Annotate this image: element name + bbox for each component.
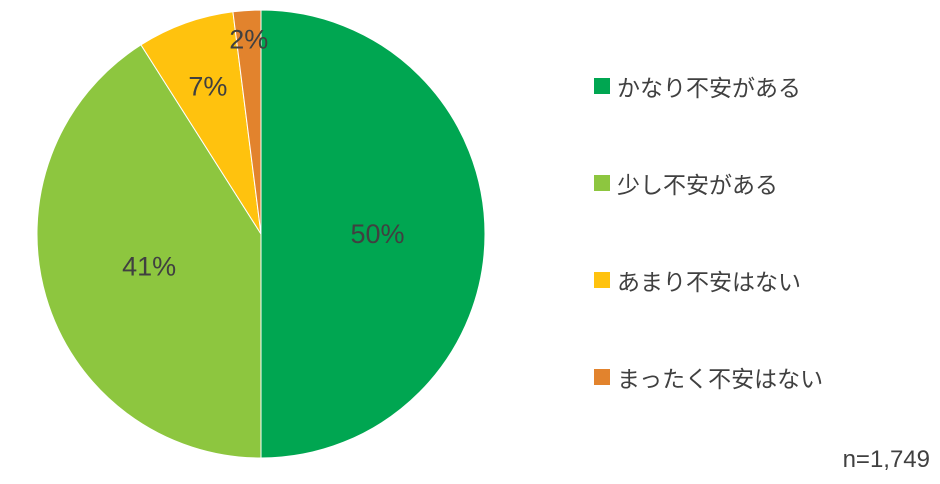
pie-chart: 50% 41% 7% 2%	[35, 8, 487, 460]
pie-label-2: 41%	[122, 252, 176, 282]
pie-label-4: 2%	[229, 25, 268, 55]
legend-label: 少し不安がある	[617, 172, 778, 198]
legend-item-3: あまり不安はない	[594, 266, 823, 295]
legend-swatch-icon	[594, 175, 610, 191]
pie-slice-2	[36, 44, 262, 459]
legend-label: かなり不安がある	[617, 75, 801, 101]
legend-label: まったく不安はない	[617, 366, 824, 392]
legend-label: あまり不安はない	[617, 269, 801, 295]
legend-swatch-icon	[594, 272, 610, 288]
legend: かなり不安がある 少し不安がある あまり不安はない まったく不安はない	[594, 72, 824, 392]
legend-item-1: かなり不安がある	[594, 72, 823, 101]
legend-item-2: 少し不安がある	[594, 169, 823, 198]
legend-item-4: まったく不安はない	[594, 363, 824, 392]
sample-size-note: n=1,749	[842, 446, 930, 473]
pie-slice-1	[260, 9, 486, 459]
pie-svg: 50% 41% 7%2%	[36, 9, 486, 459]
legend-swatch-icon	[594, 78, 610, 94]
legend-swatch-icon	[594, 369, 610, 385]
pie-label-3: 7%	[188, 72, 227, 102]
pie-label-1: 50%	[350, 219, 404, 249]
pie-slice-4	[232, 9, 262, 235]
